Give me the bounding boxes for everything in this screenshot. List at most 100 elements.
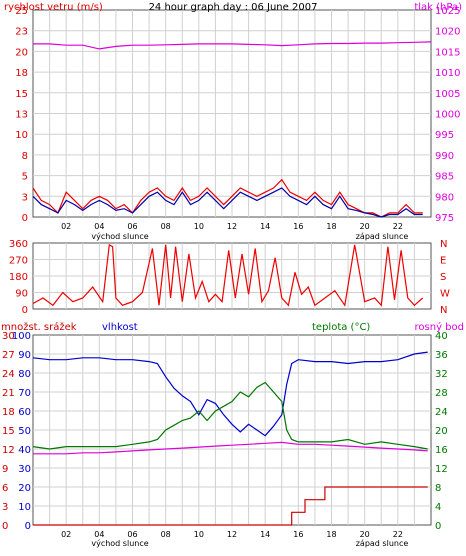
left-tick-label: 60 xyxy=(18,407,31,418)
precipitation-axis: 0 3 6 9 12 15 18 21 24 27 30 xyxy=(2,331,15,532)
left-tick-label: 40 xyxy=(18,445,31,456)
right-tick-label: 1010 xyxy=(435,68,460,79)
left-tick-label: 20 xyxy=(15,47,28,58)
precip-tick-label: 18 xyxy=(2,407,15,418)
right-tick-label: 20 xyxy=(435,426,448,437)
left-tick-label: 15 xyxy=(15,89,28,100)
sunrise-label-bottom: východ slunce xyxy=(91,539,148,548)
left-tick-label: 80 xyxy=(18,369,31,380)
humidity-temperature-series xyxy=(32,351,428,526)
time-tick-label: 14 xyxy=(260,530,270,539)
right-tick-label: W xyxy=(440,289,450,300)
left-tick-label: 23 xyxy=(15,27,28,38)
right-tick-label: E xyxy=(440,256,446,267)
precip-tick-label: 24 xyxy=(2,369,15,380)
time-tick-label: 12 xyxy=(227,222,237,231)
right-tick-label: N xyxy=(440,305,447,316)
time-tick-label: 14 xyxy=(260,222,270,231)
precip-tick-label: 30 xyxy=(2,331,15,342)
left-tick-label: 8 xyxy=(22,151,28,162)
series-line-teplota-(°C) xyxy=(32,381,428,450)
precip-tick-label: 27 xyxy=(2,350,15,361)
time-tick-label: 08 xyxy=(161,530,171,539)
time-axis-top: 02 04 06 08 10 12 14 16 18 20 22 xyxy=(61,222,403,231)
wind-direction-degrees-axis: 0 90 180 270 360 xyxy=(9,239,28,316)
sunset-label-bottom: západ slunce xyxy=(356,539,409,548)
right-tick-label: 12 xyxy=(435,464,448,475)
precip-tick-label: 21 xyxy=(2,388,15,399)
right-tick-label: 1005 xyxy=(435,89,460,100)
time-tick-label: 06 xyxy=(127,222,137,231)
left-tick-label: 20 xyxy=(18,483,31,494)
time-tick-label: 06 xyxy=(127,530,137,539)
right-tick-label: 40 xyxy=(435,331,448,342)
precip-tick-label: 6 xyxy=(2,483,8,494)
time-tick-label: 02 xyxy=(61,530,71,539)
time-tick-label: 22 xyxy=(393,222,403,231)
humidity-temperature-panel: 0 10 20 30 40 50 60 70 80 90 100 0 3 6 9 12 15 18 21 24 27 3… xyxy=(1,321,464,548)
sunset-label: západ slunce xyxy=(356,232,409,241)
series-line-vlhkost xyxy=(32,351,428,437)
series-line-množst.-srážek xyxy=(33,486,428,526)
pressure-axis: 975 980 985 990 995 1000 1005 1010 1015 1020 1025 xyxy=(435,6,460,224)
right-tick-label: 4 xyxy=(435,502,441,513)
left-tick-label: 90 xyxy=(15,289,28,300)
series-line-smer-vetru xyxy=(32,243,424,307)
left-tick-label: 100 xyxy=(12,331,31,342)
left-tick-label: 25 xyxy=(15,6,28,17)
left-tick-label: 90 xyxy=(18,350,31,361)
left-tick-label: 270 xyxy=(9,256,28,267)
right-tick-label: 980 xyxy=(435,192,454,203)
temperature-axis-label: teplota (°C) xyxy=(312,322,370,333)
left-tick-label: 18 xyxy=(15,68,28,79)
series-line-tlak-(hPa) xyxy=(33,41,432,50)
time-tick-label: 04 xyxy=(94,222,104,231)
left-tick-label: 70 xyxy=(18,388,31,399)
precip-tick-label: 12 xyxy=(2,445,15,456)
right-tick-label: 8 xyxy=(435,483,441,494)
left-tick-label: 180 xyxy=(9,272,28,283)
left-tick-label: 0 xyxy=(22,213,28,224)
right-tick-label: N xyxy=(440,239,447,250)
time-tick-label: 18 xyxy=(326,222,336,231)
left-tick-label: 13 xyxy=(15,110,28,121)
right-tick-label: 32 xyxy=(435,369,448,380)
time-tick-label: 16 xyxy=(293,222,303,231)
precip-tick-label: 9 xyxy=(2,464,8,475)
pressure-axis-label: tlak (hPa) xyxy=(414,2,462,13)
precipitation-axis-label: množst. srážek xyxy=(1,321,77,333)
time-tick-label: 20 xyxy=(360,530,370,539)
series-line-prumerna-rychlost xyxy=(32,187,423,218)
left-tick-label: 10 xyxy=(18,502,31,513)
time-tick-label: 10 xyxy=(194,530,204,539)
right-tick-label: 1025 xyxy=(435,6,460,17)
right-tick-label: 1015 xyxy=(435,47,460,58)
right-tick-label: 985 xyxy=(435,172,454,183)
wind-direction-series xyxy=(32,243,424,307)
left-tick-label: 5 xyxy=(22,172,28,183)
graph-title: 24 hour graph day : 06 June 2007 xyxy=(149,2,318,13)
time-axis-bottom: 02 04 06 08 10 12 14 16 18 20 22 xyxy=(61,530,403,539)
wind-speed-axis: 0 3 5 8 10 13 15 18 20 23 25 xyxy=(15,6,28,224)
left-tick-label: 50 xyxy=(18,426,31,437)
right-tick-label: 28 xyxy=(435,388,448,399)
right-tick-label: 16 xyxy=(435,445,448,456)
right-tick-label: 0 xyxy=(435,521,441,532)
dew-point-axis-label: rosný bod xyxy=(415,321,464,333)
precip-tick-label: 15 xyxy=(2,426,15,437)
time-tick-label: 02 xyxy=(61,222,71,231)
precip-tick-label: 3 xyxy=(2,502,8,513)
time-tick-label: 04 xyxy=(94,530,104,539)
precip-tick-label: 0 xyxy=(2,521,8,532)
right-tick-label: 975 xyxy=(435,213,454,224)
left-tick-label: 30 xyxy=(18,464,31,475)
right-tick-label: 995 xyxy=(435,130,454,141)
right-tick-label: S xyxy=(440,272,446,283)
time-tick-label: 10 xyxy=(194,222,204,231)
wind-pressure-series xyxy=(32,41,432,218)
time-tick-label: 08 xyxy=(161,222,171,231)
series-line-rosný-bod xyxy=(33,441,428,455)
